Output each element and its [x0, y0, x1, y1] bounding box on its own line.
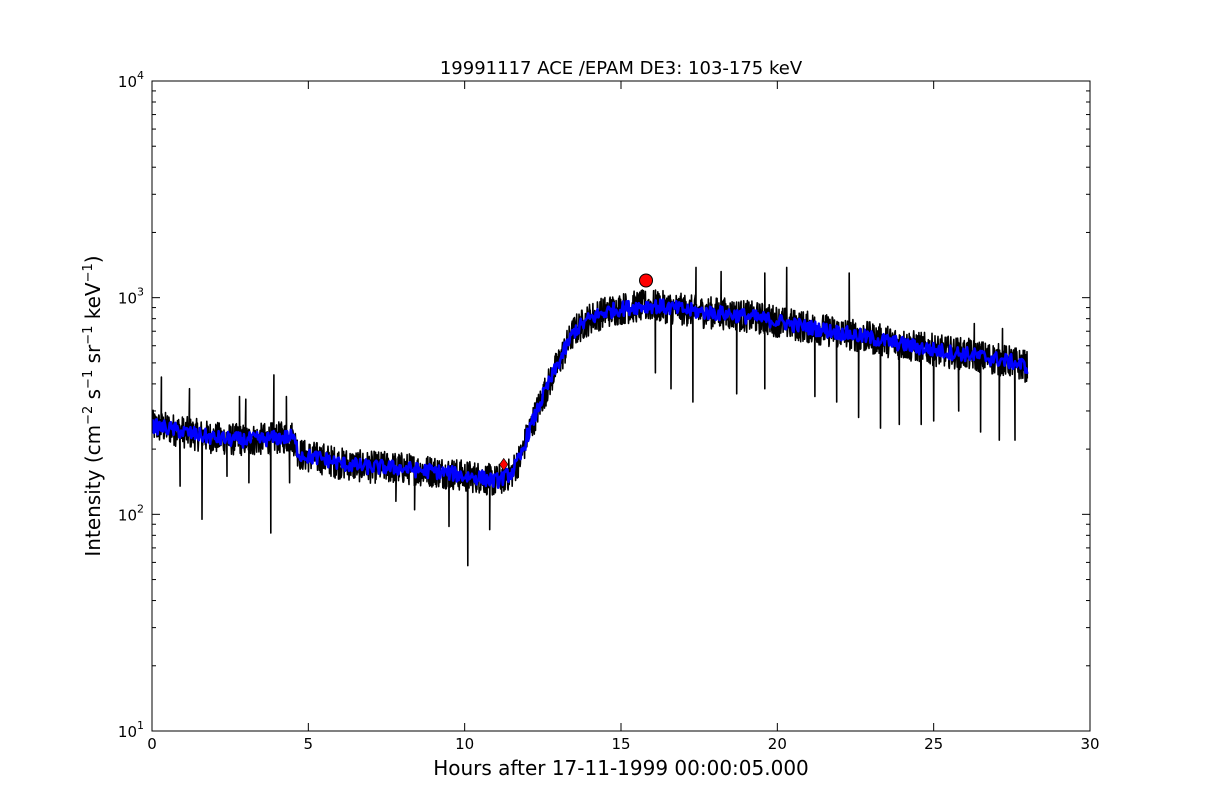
- series-layer: [152, 266, 1029, 567]
- x-axis-label: Hours after 17-11-1999 00:00:05.000: [433, 756, 809, 780]
- y-label-exp-cm: −2: [81, 406, 96, 425]
- x-tick-label: 0: [147, 735, 157, 753]
- series-line-smoothed: [152, 298, 1029, 489]
- y-label-exp-s: −1: [81, 370, 96, 389]
- y-label-exp-sr: −1: [81, 326, 96, 345]
- x-tick-label: 15: [611, 735, 630, 753]
- onset-marker: [499, 457, 509, 471]
- y-tick-label: 103: [118, 286, 144, 308]
- x-tick-label: 25: [924, 735, 943, 753]
- y-tick-label: 101: [118, 719, 144, 741]
- marker-layer: [499, 273, 654, 471]
- x-tick-label: 10: [455, 735, 474, 753]
- y-label-suffix: ): [81, 255, 105, 263]
- y-label-kev: keV: [81, 282, 105, 326]
- y-label-prefix: Intensity (cm: [81, 425, 105, 557]
- x-tick-label: 5: [304, 735, 314, 753]
- y-tick-label: 104: [118, 69, 144, 91]
- x-tick-label: 20: [768, 735, 787, 753]
- y-axis-label: Intensity (cm−2 s−1 sr−1 keV−1): [81, 255, 105, 556]
- y-label-exp-kev: −1: [81, 263, 96, 282]
- x-tick-label: 30: [1080, 735, 1099, 753]
- y-label-sr: sr: [81, 344, 105, 370]
- y-label-s: s: [81, 389, 105, 406]
- peak-marker: [639, 273, 654, 288]
- y-tick-label: 102: [118, 502, 144, 524]
- plot-area: [152, 266, 1029, 567]
- axis-ticks: 0 5 10 15 20 25 30 101 102 103 104: [118, 69, 1100, 753]
- chart-title: 19991117 ACE /EPAM DE3: 103-175 keV: [440, 58, 803, 79]
